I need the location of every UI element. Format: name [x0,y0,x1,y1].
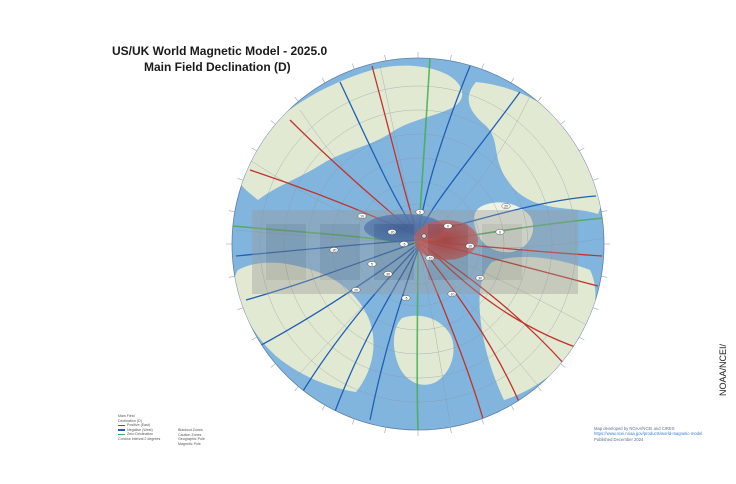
land-greenland [474,202,534,253]
svg-text:30: 30 [386,272,390,276]
longitude-tick [321,404,326,411]
legend-item: Magnetic Pole [178,441,201,446]
longitude-tick [251,147,258,152]
legend-item: Declination (D) [118,418,142,423]
credits-line: Map developed by NOAA/NCEI and CIRES [594,426,675,431]
legend-item: Caution Zones [178,432,202,437]
contour-label: -20 [329,247,339,253]
longitude-tick [537,386,542,392]
longitude-tick [481,418,484,425]
watermark [252,210,578,294]
legend-item: Negative (West) [118,428,268,433]
longitude-tick [352,418,355,425]
longitude-tick [481,63,484,70]
longitude-tick [450,427,452,434]
longitude-tick [450,54,452,61]
longitude-tick [510,77,515,84]
longitude-tick [601,210,608,212]
contour-label: 5 [367,261,377,267]
longitude-tick [270,363,276,368]
longitude-tick [578,147,585,152]
longitude-tick [537,96,542,102]
side-attribution: NOAA/NCEI/ [718,343,728,396]
contour-label: 30 [383,271,393,277]
magnetic-pole-marker [421,233,427,239]
contour-label: 10 [357,213,367,219]
longitude-tick [294,96,299,102]
longitude-tick [228,210,235,212]
svg-text:-5: -5 [402,242,405,246]
svg-text:10: 10 [468,244,472,248]
contour-labels: -5 -10 -20 0 5 10 20 30 -5 -10 -20 0 5 10 20 30 [329,203,511,301]
longitude-tick [384,427,386,434]
svg-text:0: 0 [499,230,501,234]
svg-text:0: 0 [447,224,449,228]
longitude-tick [270,120,276,125]
contour-label: 0 [495,229,505,235]
contour-label: 20 [351,287,361,293]
contour-label: -20 [387,229,397,235]
longitude-tick [294,386,299,392]
longitude-tick [510,404,515,411]
longitude-tick [592,307,599,310]
svg-text:10: 10 [360,214,364,218]
legend-item: Geographic Pole [178,437,205,442]
map-legend: Main Field Declination (D) Positive (Eas… [118,414,268,446]
longitude-tick [560,120,566,125]
contour-label: 0 [443,223,453,229]
longitude-tick [592,178,599,181]
blackout-zone-positive [414,220,478,260]
longitude-tick [601,276,608,278]
svg-text:-20: -20 [390,230,395,234]
land-siberia-lower [234,262,374,392]
longitude-tick [560,363,566,368]
longitude-ticks [226,52,610,436]
svg-text:20: 20 [354,288,358,292]
svg-text:-5: -5 [404,296,407,300]
legend-item: Blackout Zones [178,428,203,432]
svg-text:5: 5 [371,262,373,266]
contour-label: -10 [447,291,457,297]
svg-text:-10: -10 [428,256,433,260]
land-alaska [393,315,454,385]
longitude-tick [237,178,244,181]
legend-item: Positive (East) [118,423,268,428]
svg-text:20: 20 [504,204,508,208]
land-europe-asia [235,65,463,201]
svg-text:-20: -20 [332,248,337,252]
map-credits: Map developed by NOAA/NCEI and CIRES htt… [594,426,734,442]
longitude-tick [384,54,386,61]
longitude-tick [237,307,244,310]
longitude-tick [352,63,355,70]
land-canada-lower [479,256,596,400]
contour-label: 10 [465,243,475,249]
svg-text:-10: -10 [450,292,455,296]
svg-text:5: 5 [419,210,421,214]
credits-link[interactable]: https://www.ncei.noaa.gov/products/world… [594,431,703,437]
contour-label: 20 [501,203,511,209]
legend-item: Contour interval 2 degrees [118,436,161,441]
longitude-tick [578,336,585,341]
longitude-tick [321,77,326,84]
contour-label: 5 [415,209,425,215]
longitude-tick [228,276,235,278]
contour-label: -10 [425,255,435,261]
legend-item: Main Field [118,414,135,418]
contour-label: -5 [399,241,409,247]
legend-item: Zero Declination [118,432,268,437]
svg-text:30: 30 [478,276,482,280]
longitude-tick [251,336,258,341]
credits-date: Published December 2024 [594,436,644,442]
contour-label: 30 [475,275,485,281]
map-subtitle: Main Field Declination (D) [144,60,291,74]
map-title: US/UK World Magnetic Model - 2025.0 [112,44,328,58]
contour-label: -5 [401,295,411,301]
